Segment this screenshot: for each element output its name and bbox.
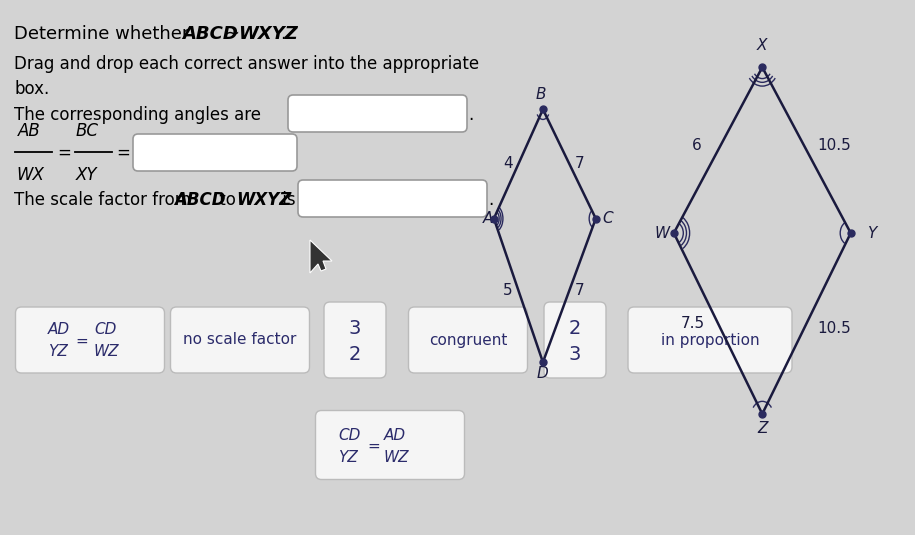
Text: CD: CD [94, 323, 116, 338]
Text: X: X [757, 37, 768, 52]
Text: 3: 3 [569, 345, 581, 363]
Text: 7: 7 [576, 283, 585, 298]
FancyBboxPatch shape [16, 307, 165, 373]
Text: Z: Z [757, 421, 768, 436]
Text: YZ: YZ [48, 345, 68, 360]
Text: WZ: WZ [94, 345, 120, 360]
Text: .: . [280, 25, 285, 43]
Text: CD: CD [338, 427, 361, 442]
Text: 6: 6 [692, 137, 702, 152]
FancyBboxPatch shape [408, 307, 528, 373]
Text: 2: 2 [349, 345, 361, 363]
Text: 4: 4 [503, 156, 512, 172]
Text: in proportion: in proportion [661, 332, 759, 348]
Text: C: C [603, 211, 613, 226]
Text: =: = [76, 333, 89, 348]
Text: Y: Y [867, 226, 876, 241]
Text: AB: AB [18, 122, 41, 140]
Polygon shape [310, 240, 332, 273]
Text: 5: 5 [503, 283, 512, 298]
Text: =: = [368, 439, 381, 454]
Text: Determine whether: Determine whether [14, 25, 201, 43]
Text: The scale factor from: The scale factor from [14, 191, 196, 209]
Text: 7.5: 7.5 [681, 316, 705, 331]
Text: 10.5: 10.5 [817, 137, 851, 152]
Text: YZ: YZ [338, 449, 358, 464]
FancyBboxPatch shape [628, 307, 792, 373]
Text: A: A [483, 211, 494, 226]
Text: ABCD: ABCD [174, 191, 225, 209]
Text: is: is [277, 191, 296, 209]
Text: W: W [655, 226, 670, 241]
FancyBboxPatch shape [288, 95, 467, 132]
Text: D: D [537, 366, 549, 381]
Text: 2: 2 [569, 318, 581, 338]
FancyBboxPatch shape [133, 134, 297, 171]
Text: .: . [488, 191, 493, 209]
Text: WXYZ: WXYZ [238, 25, 297, 43]
Text: AD: AD [48, 323, 70, 338]
Text: ∼: ∼ [224, 25, 239, 43]
Text: WX: WX [16, 166, 44, 184]
FancyBboxPatch shape [324, 302, 386, 378]
FancyBboxPatch shape [170, 307, 309, 373]
FancyBboxPatch shape [298, 180, 487, 217]
Text: WXYZ: WXYZ [236, 191, 291, 209]
Text: no scale factor: no scale factor [183, 332, 296, 348]
Text: box.: box. [14, 80, 49, 98]
Text: 10.5: 10.5 [817, 321, 851, 336]
Text: Drag and drop each correct answer into the appropriate: Drag and drop each correct answer into t… [14, 55, 479, 73]
Text: =: = [116, 144, 130, 162]
Text: WZ: WZ [384, 449, 410, 464]
Text: BC: BC [76, 122, 99, 140]
Text: ABCD: ABCD [182, 25, 238, 43]
FancyBboxPatch shape [544, 302, 606, 378]
Text: AD: AD [384, 427, 406, 442]
Text: .: . [468, 106, 473, 124]
Text: XY: XY [76, 166, 98, 184]
Text: =: = [57, 144, 70, 162]
FancyBboxPatch shape [316, 410, 465, 479]
Text: 7: 7 [576, 156, 585, 172]
Text: 3: 3 [349, 318, 361, 338]
Text: The corresponding angles are: The corresponding angles are [14, 106, 261, 124]
Text: B: B [536, 87, 546, 102]
Text: congruent: congruent [429, 332, 507, 348]
Text: to: to [214, 191, 242, 209]
